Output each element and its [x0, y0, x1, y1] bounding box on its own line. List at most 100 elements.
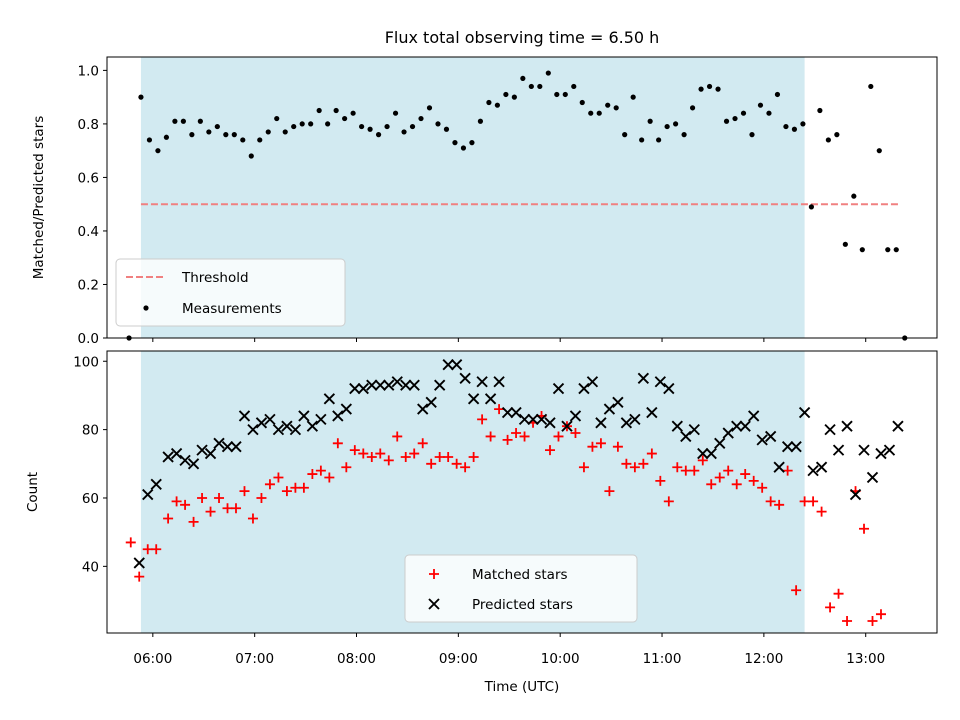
matched-star-point: [222, 503, 233, 514]
predicted-star-point: [255, 417, 268, 429]
predicted-star-point: [142, 488, 154, 501]
measurement-point: [384, 123, 390, 130]
measurement-point: [299, 121, 305, 127]
y-tick-label: 0.4: [78, 224, 99, 240]
matched-star-point: [511, 428, 522, 439]
measurement-point: [443, 126, 450, 132]
measurement-point: [630, 94, 636, 100]
matched-star-point: [774, 499, 785, 510]
matched-star-point: [859, 523, 870, 534]
matched-star-point: [867, 616, 878, 627]
matched-star-point: [315, 465, 326, 476]
matched-star-point: [697, 455, 708, 466]
x-tick-label: 08:00: [337, 651, 376, 667]
predicted-star-point: [866, 471, 879, 484]
predicted-star-point: [629, 413, 641, 426]
matched-star-point: [171, 496, 182, 507]
predicted-star-point: [400, 379, 412, 391]
matched-star-point: [383, 455, 394, 466]
predicted-star-point: [714, 437, 726, 449]
matched-star-point: [578, 462, 589, 473]
measurement-point: [537, 83, 543, 90]
matched-star-point: [273, 472, 284, 483]
matched-star-point: [163, 513, 174, 524]
measurement-point: [494, 102, 500, 108]
measurement-point: [342, 115, 348, 122]
matched-star-point: [290, 482, 301, 493]
x-tick-label: 10:00: [541, 651, 580, 667]
matched-star-point: [214, 492, 225, 503]
predicted-star-point: [467, 393, 480, 405]
measurement-point: [409, 123, 416, 130]
measurement-point: [893, 247, 899, 253]
predicted-star-point: [493, 376, 505, 388]
measurement-point: [715, 86, 721, 92]
predicted-star-point: [637, 372, 650, 385]
measurement-point: [622, 132, 628, 138]
predicted-star-point: [264, 413, 276, 426]
matched-star-point: [468, 451, 479, 462]
matched-star-point: [502, 434, 513, 445]
measurement-point: [673, 121, 679, 127]
predicted-star-point: [408, 379, 420, 391]
predicted-star-point: [544, 417, 556, 429]
predicted-star-point: [646, 406, 658, 419]
predicted-star-point: [383, 379, 395, 391]
predicted-star-point: [892, 420, 904, 432]
matched-star-point: [875, 609, 886, 620]
ratio-y-axis-label: Matched/Predicted stars: [31, 116, 47, 279]
matched-star-point: [595, 438, 606, 449]
measurement-point: [231, 132, 237, 138]
predicted-star-point: [841, 420, 853, 432]
measurement-point: [698, 86, 704, 92]
predicted-star-point: [501, 406, 514, 419]
predicted-star-point: [663, 382, 675, 395]
predicted-star-point: [535, 413, 548, 426]
legend-frame: [404, 554, 638, 623]
measurement-point: [172, 118, 178, 124]
measurement-point: [868, 83, 874, 90]
matched-star-point: [587, 441, 598, 452]
matched-star-point: [151, 544, 162, 555]
measurement-point: [783, 123, 789, 130]
predicted-star-point: [510, 406, 522, 419]
x-tick-label: 11:00: [643, 651, 682, 667]
measurement-point: [791, 126, 798, 132]
predicted-star-point: [620, 417, 633, 429]
predicted-star-point: [875, 447, 887, 460]
legend-measurements-label: Measurements: [182, 301, 282, 317]
measurement-point: [885, 247, 891, 253]
predicted-star-point: [374, 379, 386, 391]
measurement-point: [528, 83, 534, 90]
predicted-star-point: [654, 376, 667, 388]
measurement-point: [596, 110, 602, 116]
matched-star-point: [825, 602, 836, 613]
ratio-y-ticks: 0.0 0.2 0.4 0.6 0.8 1.0: [78, 63, 107, 347]
matched-star-point: [307, 469, 318, 480]
count-y-axis-label: Count: [25, 472, 41, 512]
predicted-star-point: [764, 430, 777, 443]
predicted-star-point: [340, 403, 352, 415]
matched-star-point: [349, 445, 360, 456]
measurement-point: [418, 115, 424, 122]
predicted-star-point: [586, 376, 599, 388]
matched-star-point: [134, 571, 145, 582]
predicted-star-point: [824, 423, 836, 436]
matched-star-point: [460, 462, 471, 473]
matched-star-point: [553, 431, 564, 442]
measurement-point: [825, 137, 831, 143]
predicted-star-point: [459, 372, 471, 385]
matched-star-point: [451, 458, 462, 469]
matched-star-point: [621, 458, 632, 469]
predicted-star-point: [790, 441, 802, 453]
matched-star-point: [570, 428, 581, 439]
measurement-point: [876, 148, 882, 154]
matched-star-point: [638, 458, 649, 469]
matched-star-point: [125, 537, 136, 548]
matched-star-point: [332, 438, 343, 449]
matched-star-point: [545, 445, 556, 456]
measurement-point: [206, 129, 212, 135]
predicted-star-point: [832, 444, 845, 456]
legend-frame: [115, 258, 346, 327]
